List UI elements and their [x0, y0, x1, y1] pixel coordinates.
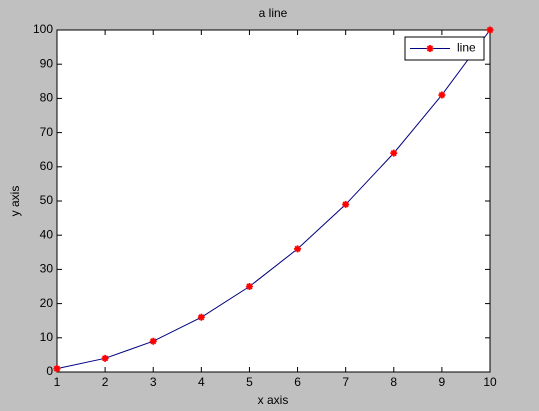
- y-tick-label: 80: [40, 91, 54, 105]
- marker: [149, 337, 157, 345]
- y-tick-label: 0: [46, 364, 53, 378]
- marker: [390, 149, 398, 157]
- marker: [245, 283, 253, 290]
- line: [56, 29, 491, 370]
- marker: [486, 26, 494, 34]
- marker: [294, 245, 302, 253]
- marker: [438, 91, 446, 99]
- y-tick-label: 20: [40, 296, 54, 310]
- x-tick-label: 9: [439, 375, 446, 389]
- y-tick-label: 70: [40, 125, 54, 139]
- x-axis-label: x axis: [258, 393, 289, 407]
- x-tick-label: 10: [483, 375, 497, 389]
- legend-label: line: [457, 41, 476, 55]
- marker: [53, 365, 61, 373]
- x-tick-label: 6: [294, 375, 301, 389]
- x-tick-label: 7: [342, 375, 349, 389]
- marker: [197, 313, 205, 321]
- x-tick-label: 3: [150, 375, 157, 389]
- chart-title: a line: [259, 6, 288, 20]
- marker: [101, 354, 109, 362]
- y-tick-label: 90: [40, 56, 54, 70]
- y-tick-label: 60: [40, 159, 54, 173]
- x-tick-label: 5: [246, 375, 253, 389]
- y-axis-label: y axis: [8, 186, 22, 217]
- legend-marker: [426, 45, 434, 52]
- legend: line: [404, 36, 485, 61]
- x-tick-label: 1: [54, 375, 61, 389]
- plot-area: [56, 29, 491, 373]
- x-tick-label: 4: [198, 375, 205, 389]
- y-tick-label: 10: [40, 330, 54, 344]
- y-tick-label: 40: [40, 227, 54, 241]
- y-tick-label: 50: [40, 193, 54, 207]
- marker: [342, 200, 350, 208]
- y-tick-label: 30: [40, 262, 54, 276]
- x-tick-label: 2: [102, 375, 109, 389]
- x-tick-label: 8: [390, 375, 397, 389]
- y-tick-label: 100: [33, 22, 53, 36]
